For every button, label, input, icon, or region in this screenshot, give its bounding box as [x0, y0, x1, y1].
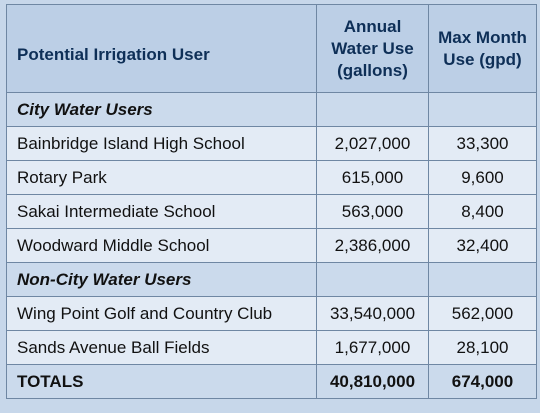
cell-annual: 33,540,000: [316, 296, 429, 331]
cell-max-month: 562,000: [428, 296, 537, 331]
section-empty-cell: [316, 92, 429, 127]
totals-row: TOTALS 40,810,000 674,000: [6, 364, 537, 399]
section-title: Non-City Water Users: [6, 262, 317, 297]
cell-max-month: 28,100: [428, 330, 537, 365]
cell-user: Sands Avenue Ball Fields: [6, 330, 317, 365]
cell-annual: 563,000: [316, 194, 429, 229]
cell-max-month: 8,400: [428, 194, 537, 229]
cell-max-month: 9,600: [428, 160, 537, 195]
table-row: Sakai Intermediate School 563,000 8,400: [6, 194, 537, 229]
section-row-city: City Water Users: [6, 92, 537, 127]
table-row: Bainbridge Island High School 2,027,000 …: [6, 126, 537, 161]
section-title: City Water Users: [6, 92, 317, 127]
header-max-month-use: Max Month Use (gpd): [428, 4, 537, 93]
cell-user: Bainbridge Island High School: [6, 126, 317, 161]
cell-annual: 2,386,000: [316, 228, 429, 263]
section-empty-cell: [428, 262, 537, 297]
section-empty-cell: [428, 92, 537, 127]
cell-user: Sakai Intermediate School: [6, 194, 317, 229]
cell-annual: 615,000: [316, 160, 429, 195]
header-user: Potential Irrigation User: [6, 4, 317, 93]
cell-annual: 1,677,000: [316, 330, 429, 365]
cell-max-month: 32,400: [428, 228, 537, 263]
header-annual-water-use: Annual Water Use (gallons): [316, 4, 429, 93]
table-header-row: Potential Irrigation User Annual Water U…: [6, 4, 537, 93]
totals-label: TOTALS: [6, 364, 317, 399]
section-row-non-city: Non-City Water Users: [6, 262, 537, 297]
table-row: Rotary Park 615,000 9,600: [6, 160, 537, 195]
cell-user: Rotary Park: [6, 160, 317, 195]
totals-max-month: 674,000: [428, 364, 537, 399]
irrigation-table: Potential Irrigation User Annual Water U…: [6, 4, 537, 399]
totals-annual: 40,810,000: [316, 364, 429, 399]
table-row: Wing Point Golf and Country Club 33,540,…: [6, 296, 537, 331]
table-row: Woodward Middle School 2,386,000 32,400: [6, 228, 537, 263]
table-row: Sands Avenue Ball Fields 1,677,000 28,10…: [6, 330, 537, 365]
cell-annual: 2,027,000: [316, 126, 429, 161]
cell-user: Wing Point Golf and Country Club: [6, 296, 317, 331]
cell-user: Woodward Middle School: [6, 228, 317, 263]
section-empty-cell: [316, 262, 429, 297]
cell-max-month: 33,300: [428, 126, 537, 161]
